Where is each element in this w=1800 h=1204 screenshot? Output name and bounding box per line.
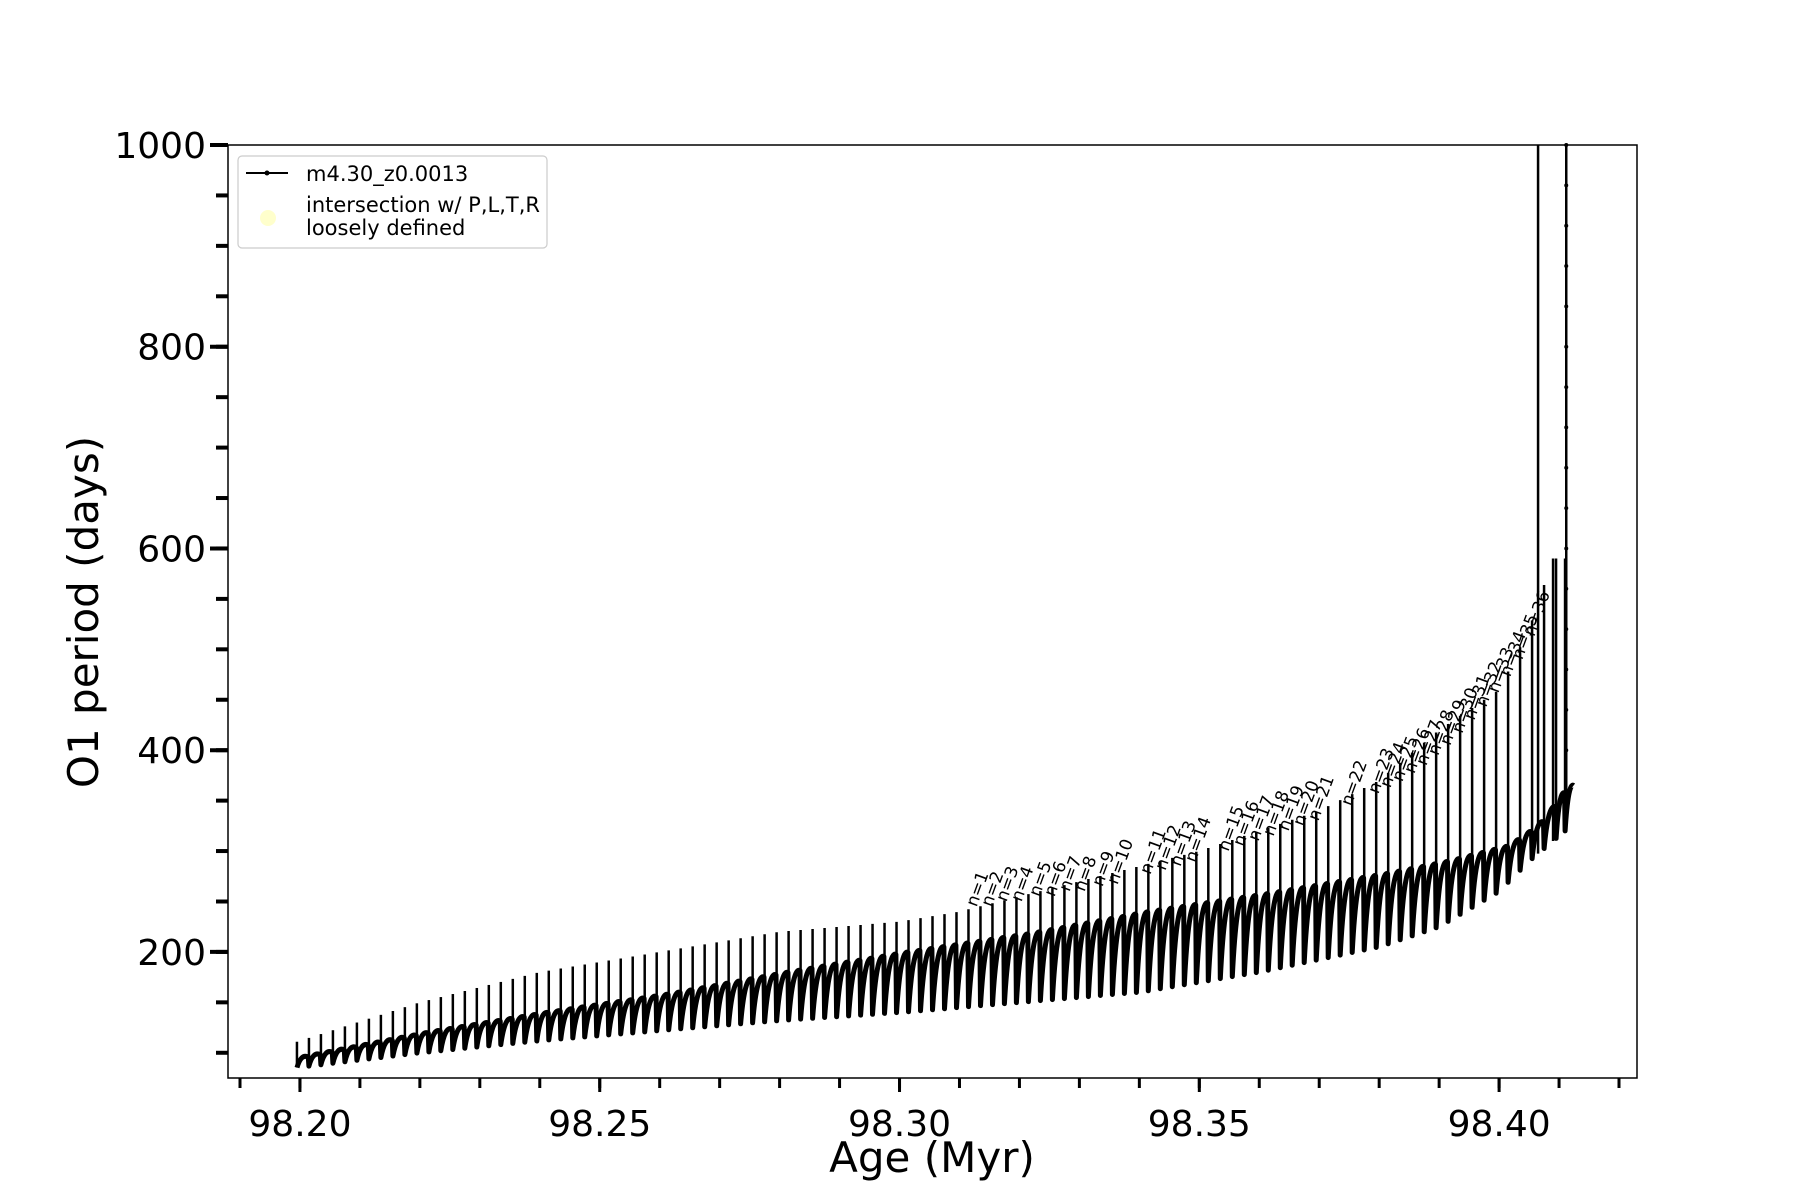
legend-intersection-marker bbox=[260, 210, 276, 226]
plot-frame bbox=[227, 144, 1638, 1079]
x-axis: 98.20 98.25 98.30 98.35 98.40 bbox=[238, 1078, 1621, 1145]
x-axis-label: Age (Myr) bbox=[829, 1133, 1035, 1182]
spike-point bbox=[1564, 344, 1569, 349]
legend-dot-marker bbox=[264, 170, 270, 176]
spike-point bbox=[1564, 264, 1569, 269]
x-tick-label: 98.40 bbox=[1448, 1104, 1551, 1145]
spike-point bbox=[1564, 183, 1569, 188]
y-tick-label: 1000 bbox=[114, 126, 206, 167]
y-axis: 200 400 600 800 1000 bbox=[114, 126, 228, 1055]
x-tick-label: 98.20 bbox=[248, 1104, 351, 1145]
spike-point bbox=[1564, 546, 1569, 551]
spike-point bbox=[1564, 304, 1569, 309]
spike-point bbox=[1564, 667, 1569, 672]
spike-point bbox=[1564, 506, 1569, 511]
y-tick-label: 200 bbox=[137, 933, 206, 974]
spike-point bbox=[1564, 748, 1569, 753]
y-tick-label: 400 bbox=[137, 731, 206, 772]
y-tick-label: 600 bbox=[137, 529, 206, 570]
legend-label-intersection-line2: loosely defined bbox=[306, 216, 465, 240]
legend-box bbox=[237, 155, 548, 249]
spike-point bbox=[1564, 425, 1569, 430]
spike-point bbox=[1564, 223, 1569, 228]
spike-point bbox=[1564, 627, 1569, 632]
x-tick-label: 98.35 bbox=[1148, 1104, 1251, 1145]
legend: m4.30_z0.0013 intersection w/ P,L,T,R lo… bbox=[237, 155, 548, 249]
legend-label-intersection-line1: intersection w/ P,L,T,R bbox=[306, 193, 540, 217]
series-line bbox=[294, 782, 1576, 1069]
y-tick-label: 800 bbox=[137, 328, 206, 369]
spike-point bbox=[1564, 385, 1569, 390]
spike-point bbox=[1564, 707, 1569, 712]
data-layer bbox=[294, 143, 1576, 1069]
x-tick-label: 98.25 bbox=[548, 1104, 651, 1145]
spike-point bbox=[1564, 586, 1569, 591]
legend-label-series: m4.30_z0.0013 bbox=[306, 162, 468, 187]
y-axis-label: O1 period (days) bbox=[59, 436, 108, 788]
spike-point bbox=[1564, 465, 1569, 470]
x-tick-label: 98.30 bbox=[848, 1104, 951, 1145]
